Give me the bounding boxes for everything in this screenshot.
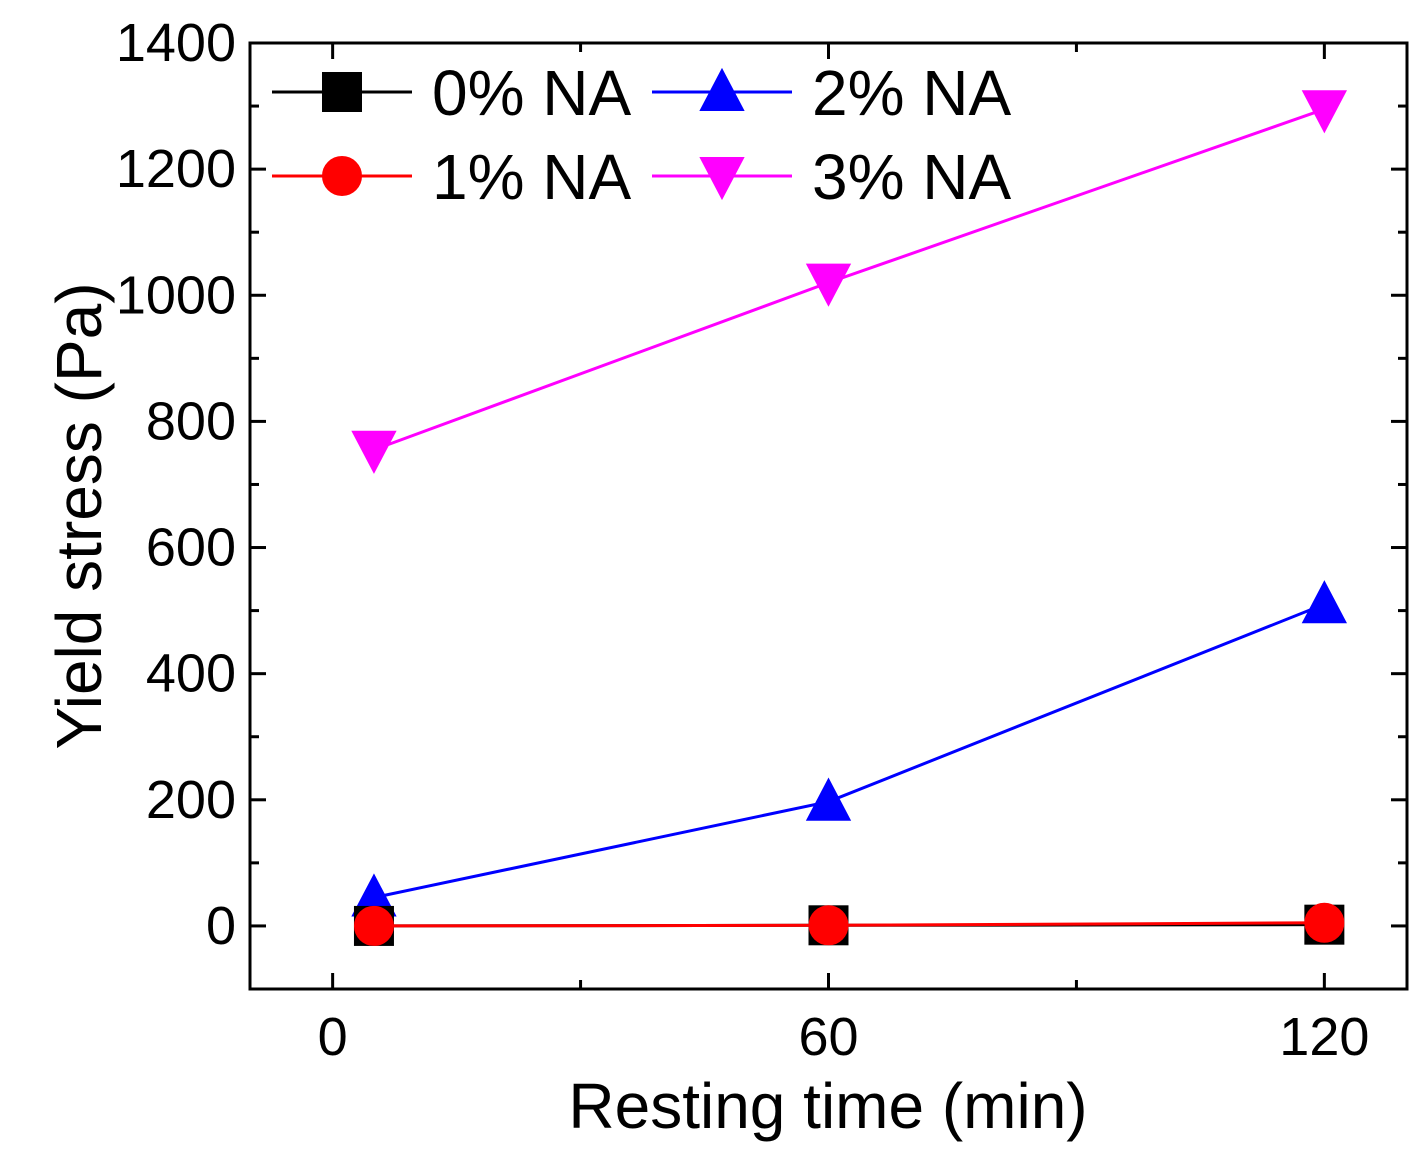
x-axis-title: Resting time (min) xyxy=(568,1070,1087,1142)
series-3 xyxy=(351,90,1348,474)
y-tick-label: 1000 xyxy=(116,265,236,325)
series-line-2 xyxy=(373,602,1325,900)
x-tick-labels: 0 60 120 xyxy=(318,1007,1370,1067)
data-point xyxy=(808,905,849,946)
major-ticks xyxy=(250,41,1407,989)
data-point xyxy=(1301,90,1348,134)
y-tick-label: 200 xyxy=(146,770,236,830)
legend: 0% NA 1% NA 2% NA 3% NA xyxy=(272,57,1012,213)
legend-label-0: 0% NA xyxy=(432,57,632,129)
data-point xyxy=(805,263,852,307)
y-axis-title: Yield stress (Pa) xyxy=(43,282,115,749)
plot-frame xyxy=(248,41,1409,991)
data-point xyxy=(805,777,852,821)
data-point xyxy=(1301,580,1348,624)
x-tick-label: 0 xyxy=(318,1007,348,1067)
x-tick-label: 60 xyxy=(798,1007,858,1067)
legend-item-2: 2% NA xyxy=(652,57,1012,129)
legend-item-3: 3% NA xyxy=(652,141,1012,213)
series-1 xyxy=(353,902,1345,946)
y-tick-label: 1400 xyxy=(116,13,236,73)
legend-marker xyxy=(699,67,745,111)
y-tick-label: 600 xyxy=(146,518,236,578)
legend-label-3: 3% NA xyxy=(812,141,1012,213)
y-tick-label: 400 xyxy=(146,644,236,704)
legend-item-0: 0% NA xyxy=(272,57,632,129)
legend-marker-0 xyxy=(322,72,362,112)
legend-marker-1 xyxy=(322,156,362,196)
legend-marker xyxy=(322,72,362,112)
series-2 xyxy=(351,580,1348,917)
y-tick-label: 800 xyxy=(146,391,236,451)
legend-marker-3 xyxy=(699,157,745,201)
legend-marker xyxy=(322,156,362,196)
series-group xyxy=(351,90,1348,946)
y-tick-label: 1200 xyxy=(116,139,236,199)
x-tick-label: 120 xyxy=(1279,1007,1369,1067)
legend-label-2: 2% NA xyxy=(812,57,1012,129)
legend-item-1: 1% NA xyxy=(272,141,632,213)
legend-marker xyxy=(699,157,745,201)
legend-marker-2 xyxy=(699,67,745,111)
y-tick-labels: 0 200 400 600 800 1000 1200 1400 xyxy=(116,13,236,956)
legend-label-1: 1% NA xyxy=(432,141,632,213)
data-point xyxy=(353,905,394,946)
y-tick-label: 0 xyxy=(206,896,236,956)
data-point xyxy=(1304,902,1345,943)
data-point xyxy=(351,430,397,474)
